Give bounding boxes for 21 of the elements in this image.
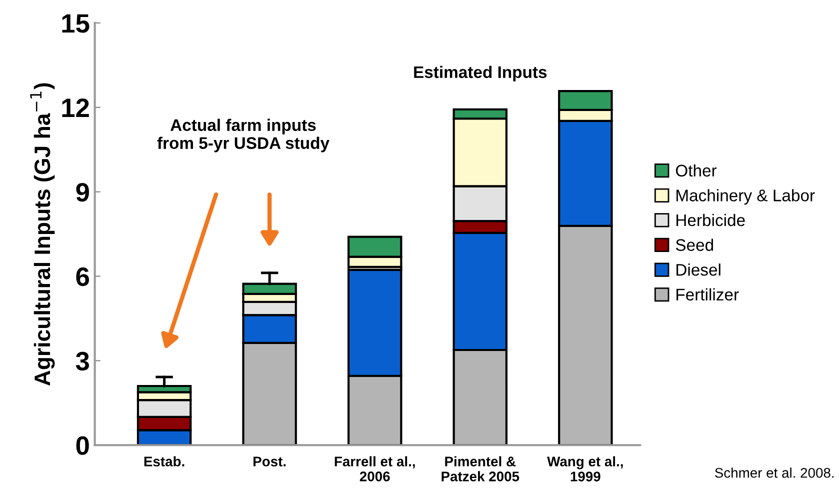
- y-tick-label: 15: [62, 14, 90, 33]
- legend-label: Machinery & Labor: [676, 189, 815, 205]
- legend-label: Herbicide: [676, 214, 745, 226]
- legend-label: Seed: [676, 238, 714, 251]
- y-tick-label: 0: [76, 436, 89, 455]
- y-tick-label: 6: [76, 267, 89, 286]
- y-axis-title: Agricultural Inputs (GJ ha$^{−1}$): [30, 83, 55, 386]
- legend-label: Diesel: [676, 263, 720, 276]
- y-tick-label: 9: [76, 182, 89, 202]
- x-tick-label: Post.: [254, 456, 286, 466]
- x-tick-label: Pimentel & Patzek 2005: [442, 456, 520, 482]
- text: Schmer et al. 2008.: [715, 468, 834, 478]
- y-tick-label: 12: [62, 98, 89, 117]
- x-tick-label: Farrell et al., 2006: [334, 456, 415, 482]
- legend-label: Other: [676, 164, 717, 177]
- annotation: Actual farm inputs from 5-yr USDA study: [157, 118, 330, 152]
- legend-label: Fertilizer: [676, 288, 739, 301]
- x-tick-label: Wang et al., 1999: [547, 456, 623, 482]
- y-tick-label: 3: [76, 352, 89, 371]
- x-tick-label: Estab.: [144, 456, 184, 466]
- annotation: Estimated Inputs: [414, 66, 547, 82]
